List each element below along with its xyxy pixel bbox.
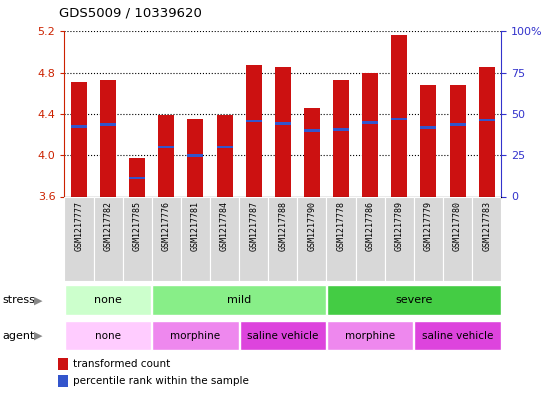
Bar [421, 85, 436, 196]
Bar [479, 119, 494, 121]
Text: ▶: ▶ [34, 295, 42, 305]
Bar [333, 80, 349, 196]
Bar [414, 196, 443, 281]
Text: GSM1217779: GSM1217779 [424, 201, 433, 251]
Bar [240, 321, 326, 351]
Text: morphine: morphine [170, 331, 221, 341]
Bar [391, 118, 407, 120]
Text: GDS5009 / 10339620: GDS5009 / 10339620 [59, 7, 202, 20]
Bar [129, 176, 145, 179]
Bar [65, 285, 151, 315]
Bar [327, 285, 501, 315]
Bar [472, 196, 501, 281]
Bar [414, 321, 501, 351]
Bar [246, 66, 262, 196]
Bar [100, 123, 116, 126]
Text: severe: severe [395, 295, 432, 305]
Bar [188, 119, 203, 196]
Bar [275, 66, 291, 196]
Bar [304, 129, 320, 132]
Bar [421, 126, 436, 129]
Text: GSM1217777: GSM1217777 [74, 201, 83, 251]
Text: GSM1217782: GSM1217782 [104, 201, 113, 251]
Bar [158, 115, 174, 196]
Bar [326, 196, 356, 281]
Bar [64, 196, 94, 281]
Bar [450, 123, 465, 126]
Bar [158, 146, 174, 148]
Text: GSM1217788: GSM1217788 [278, 201, 287, 251]
Bar [188, 154, 203, 156]
Bar [333, 128, 349, 131]
Bar [217, 146, 232, 148]
Text: agent: agent [3, 331, 35, 341]
Bar [65, 321, 151, 351]
Bar [152, 285, 326, 315]
Bar [275, 122, 291, 125]
Text: mild: mild [227, 295, 251, 305]
Text: none: none [94, 295, 122, 305]
Text: percentile rank within the sample: percentile rank within the sample [73, 376, 249, 386]
Text: GSM1217786: GSM1217786 [366, 201, 375, 251]
Bar [479, 66, 494, 196]
Bar [123, 196, 152, 281]
Text: GSM1217780: GSM1217780 [453, 201, 462, 251]
Bar [450, 85, 465, 196]
Text: transformed count: transformed count [73, 359, 171, 369]
Text: GSM1217789: GSM1217789 [395, 201, 404, 251]
Text: GSM1217776: GSM1217776 [162, 201, 171, 251]
Bar [356, 196, 385, 281]
Bar [304, 108, 320, 196]
Bar [71, 125, 87, 128]
Bar [443, 196, 472, 281]
Bar [391, 35, 407, 197]
Text: saline vehicle: saline vehicle [422, 331, 493, 341]
Bar [217, 115, 232, 196]
Bar [239, 196, 268, 281]
Text: ▶: ▶ [34, 331, 42, 341]
Bar [58, 375, 68, 387]
Bar [362, 73, 378, 196]
Text: GSM1217784: GSM1217784 [220, 201, 229, 251]
Bar [385, 196, 414, 281]
Bar [58, 358, 68, 370]
Bar [246, 120, 262, 123]
Bar [100, 80, 116, 196]
Text: GSM1217790: GSM1217790 [307, 201, 316, 251]
Bar [268, 196, 297, 281]
Bar [297, 196, 326, 281]
Bar [129, 158, 145, 196]
Text: stress: stress [3, 295, 36, 305]
Bar [152, 321, 239, 351]
Text: GSM1217783: GSM1217783 [482, 201, 491, 251]
Text: GSM1217781: GSM1217781 [191, 201, 200, 251]
Bar [94, 196, 123, 281]
Bar [327, 321, 413, 351]
Text: GSM1217778: GSM1217778 [337, 201, 346, 251]
Text: morphine: morphine [345, 331, 395, 341]
Bar [181, 196, 210, 281]
Bar [71, 82, 87, 196]
Text: none: none [95, 331, 121, 341]
Text: GSM1217787: GSM1217787 [249, 201, 258, 251]
Bar [152, 196, 181, 281]
Text: GSM1217785: GSM1217785 [133, 201, 142, 251]
Text: saline vehicle: saline vehicle [247, 331, 319, 341]
Bar [362, 121, 378, 123]
Bar [210, 196, 239, 281]
